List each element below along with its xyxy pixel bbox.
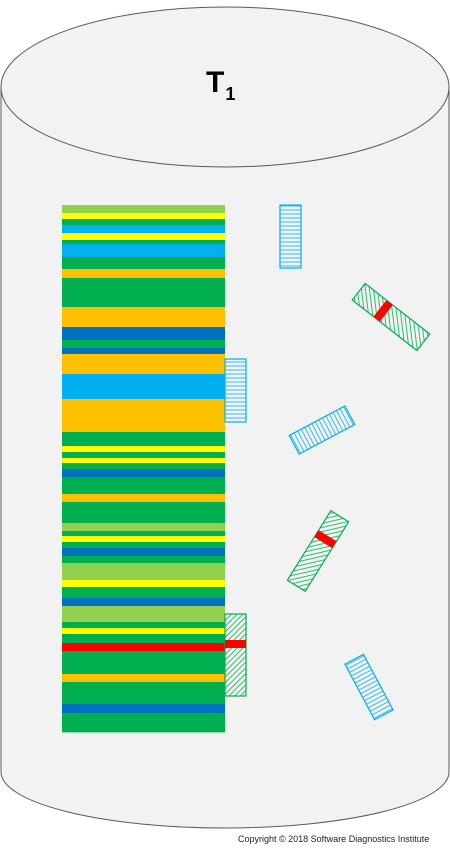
stack-band-green [62,219,225,226]
loose-blue-bottom-fragment [344,653,394,721]
stack-band-green [62,240,225,245]
stack-band-dark-blue [62,348,225,355]
stack-band-light-blue [62,225,225,234]
stack-band-orange [62,269,225,279]
loose-green-lower-fragment [286,509,350,593]
cylinder-title: T1 [206,66,235,104]
stack-band-yellow [62,536,225,543]
stack-band-dark-blue [62,327,225,341]
loose-blue-tilted-box [288,405,356,455]
stack-band-orange [62,354,225,375]
copyright-notice: Copyright © 2018 Software Diagnostics In… [238,834,430,844]
loose-green-lower-red-mark [314,530,337,549]
stack-band-yellow [62,580,225,588]
stack-band-yellow [62,446,225,453]
stack-band-light-green [62,563,225,581]
stack-band-green [62,257,225,270]
stack-band-green [62,622,225,629]
attached-green-fragment-box [224,613,247,697]
stack-band-light-blue [62,244,225,258]
stack-band-yellow [62,458,225,464]
stack-band-dark-blue [62,598,225,607]
stack-band-green [62,477,225,495]
stack-band-green [62,651,225,675]
stack-band-green [62,587,225,599]
loose-green-upper-box [351,282,431,352]
loose-blue-bottom-box [344,653,394,721]
stack-band-light-green [62,606,225,623]
stack-band-green [62,340,225,349]
stack-band-dark-blue [62,704,225,714]
stack-band-light-green [62,205,225,214]
loose-blue-vertical-fragment [279,204,302,269]
stack-band-green [62,634,225,644]
stack-band-light-green [62,523,225,532]
attached-blue-fragment [224,358,247,423]
stack-band-orange [62,674,225,683]
attached-green-fragment [224,613,247,697]
main-memory-stack [62,205,225,733]
stack-band-light-blue [62,374,225,400]
stack-band-dark-blue [62,469,225,478]
stack-band-green [62,502,225,524]
stack-band-green [62,542,225,549]
cylinder-top [0,6,450,168]
attached-green-red-mark [225,640,246,648]
stack-band-yellow [62,233,225,241]
stack-band-green [62,682,225,705]
attached-blue-fragment-box [224,358,247,423]
stack-band-dark-blue [62,548,225,557]
loose-blue-vertical-box [279,204,302,269]
loose-blue-tilted-fragment [288,405,356,455]
stack-band-green [62,432,225,447]
stack-band-yellow [62,213,225,220]
stack-band-orange [62,399,225,433]
stack-band-green [62,463,225,470]
stack-band-green [62,452,225,459]
stack-band-green [62,713,225,733]
stack-band-green [62,556,225,564]
loose-green-upper-red-mark [373,300,393,322]
stack-band-yellow [62,628,225,635]
stack-band-green [62,278,225,308]
stack-band-orange [62,494,225,503]
loose-green-lower-box [286,509,350,593]
stack-band-red [62,643,225,652]
loose-green-upper-fragment [351,282,431,352]
stack-band-orange [62,307,225,328]
stack-band-green [62,531,225,537]
